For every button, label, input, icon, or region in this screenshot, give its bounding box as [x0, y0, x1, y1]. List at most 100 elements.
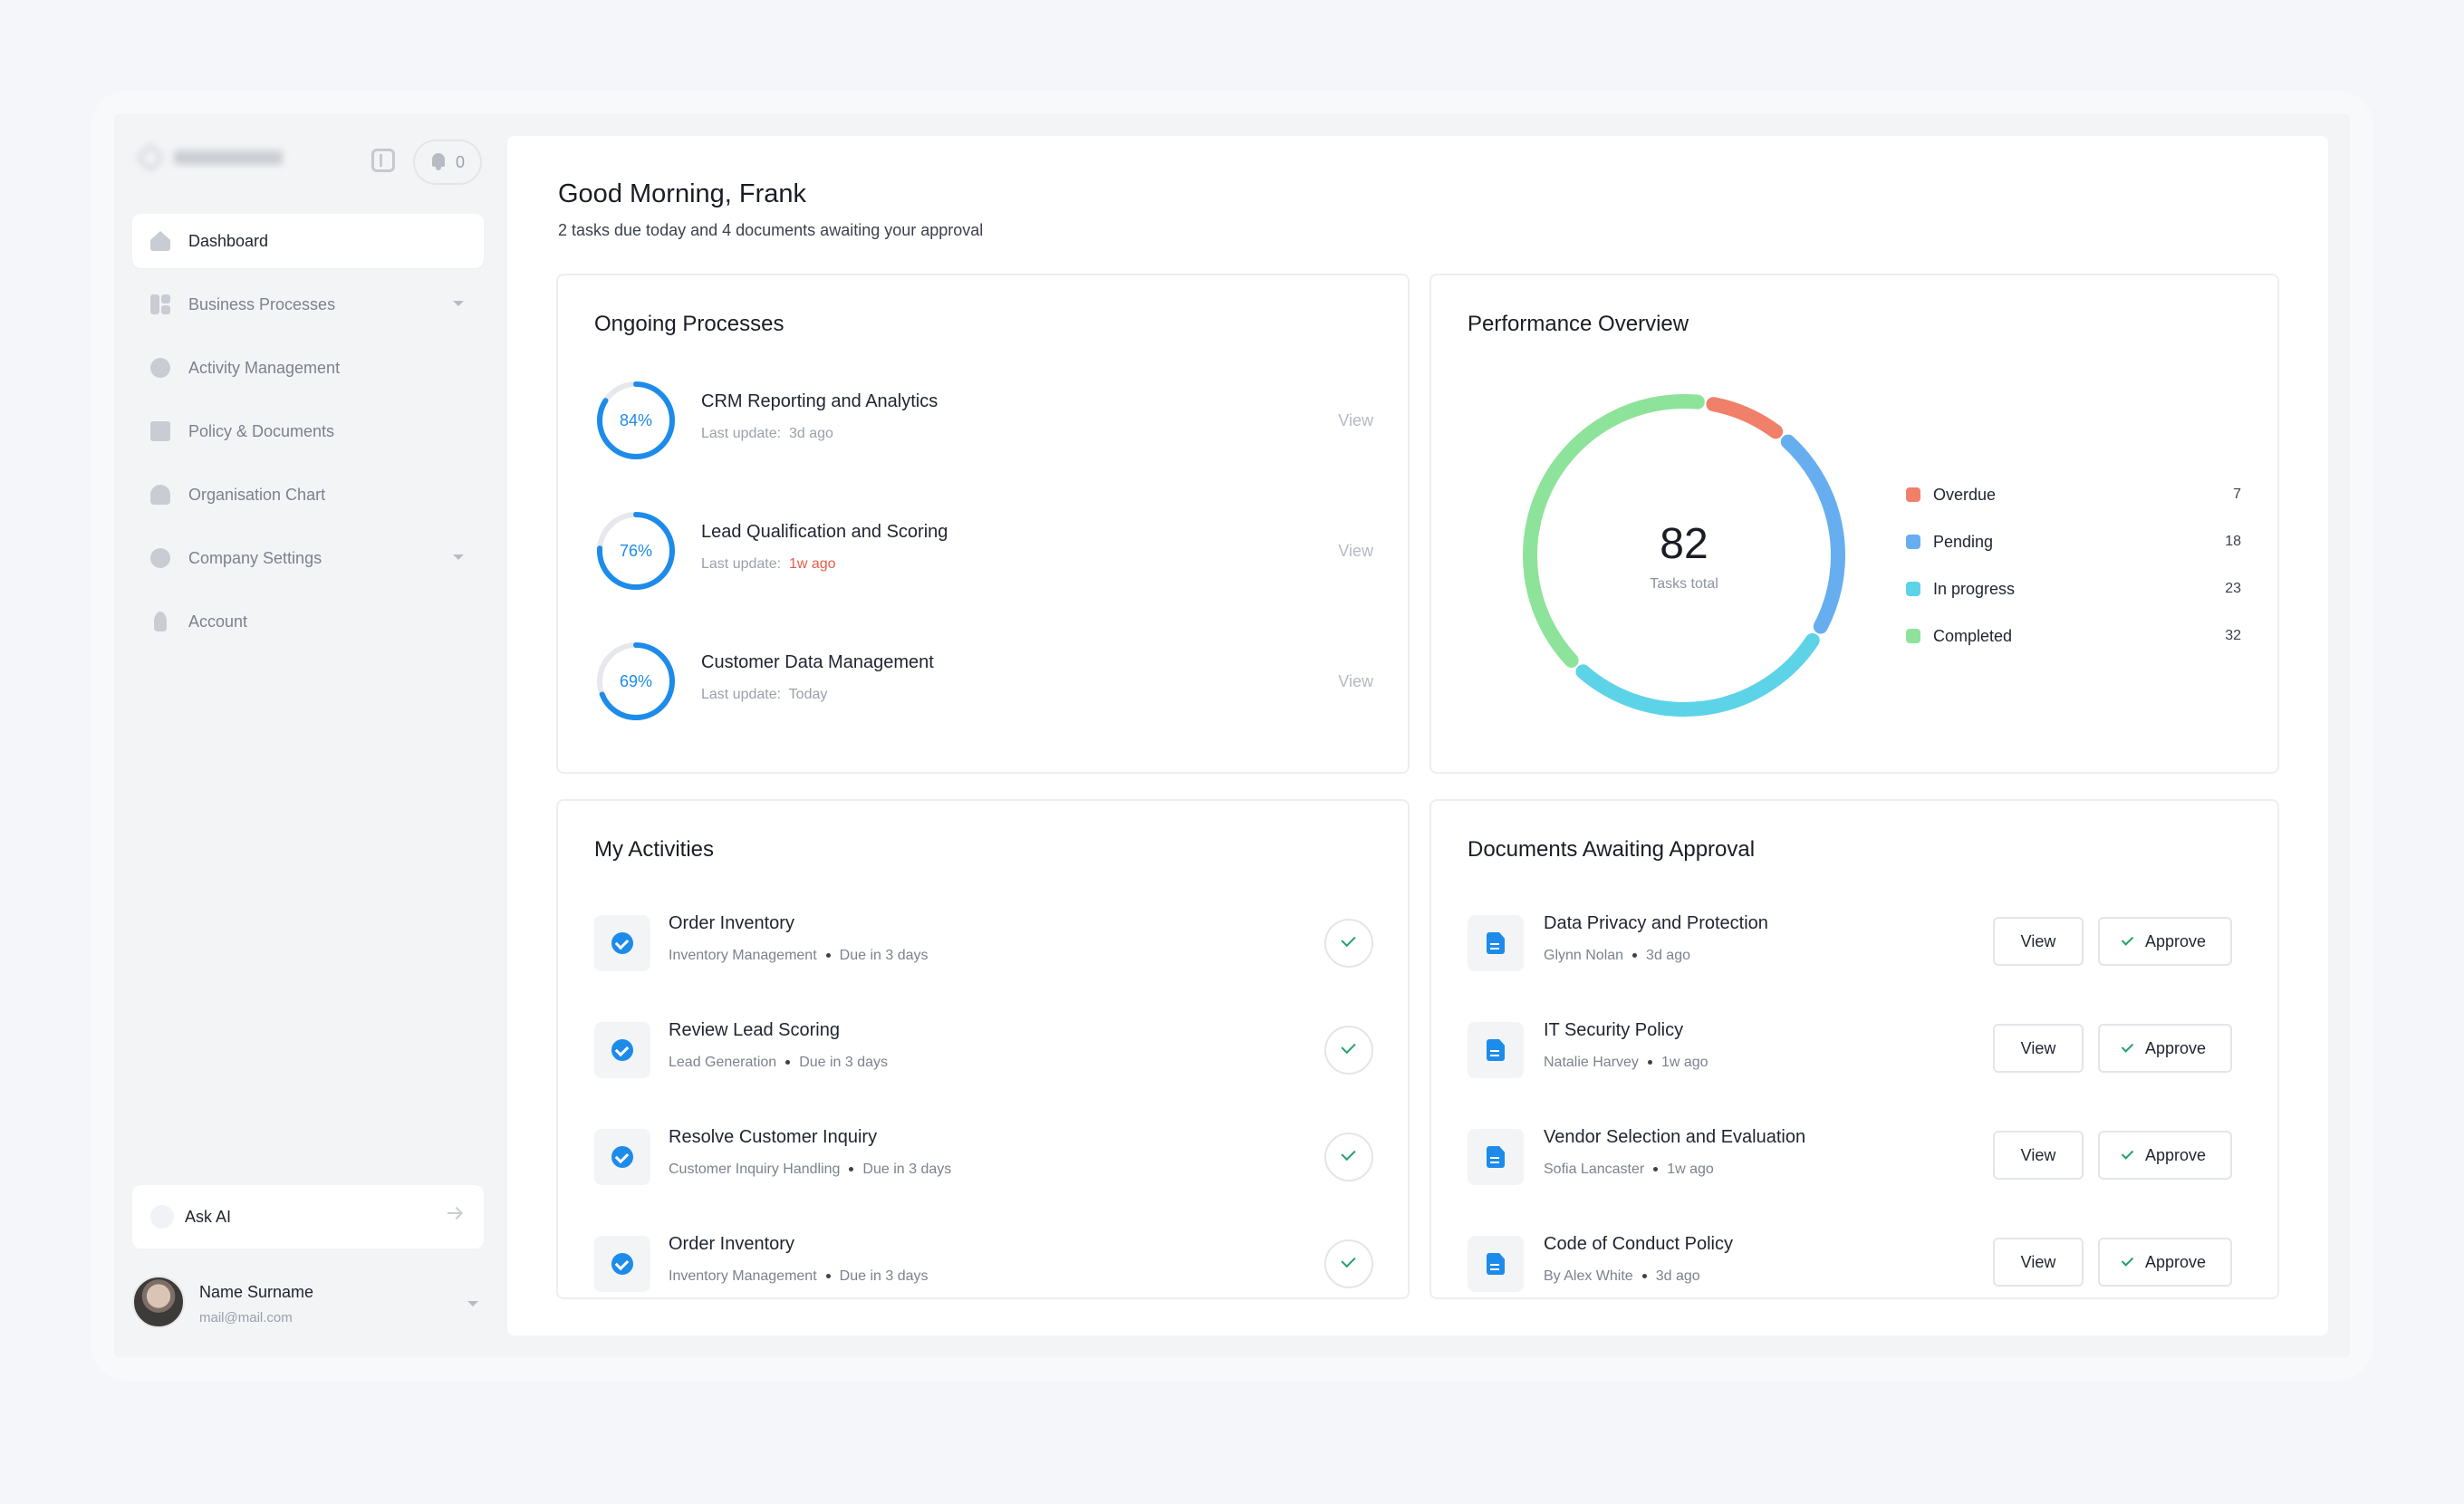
process-name: Customer Data Management	[701, 652, 934, 672]
approve-button[interactable]: Approve	[2098, 1024, 2232, 1073]
activity-category: Inventory Management	[669, 1268, 817, 1284]
donut-segment-in-progress	[1575, 632, 1820, 717]
progress-arc	[597, 642, 675, 720]
legend-item: Completed 32	[1906, 612, 2241, 660]
legend-label: In progress	[1933, 579, 2016, 598]
sidebar-item-label: Company Settings	[188, 548, 322, 567]
legend-swatch	[1906, 487, 1920, 502]
view-button[interactable]: View	[1993, 917, 2084, 966]
document-name[interactable]: Vendor Selection and Evaluation	[1544, 1127, 1806, 1147]
document-name[interactable]: Data Privacy and Protection	[1544, 913, 1768, 933]
activity-meta: Customer Inquiry Handling Due in 3 days	[669, 1162, 951, 1178]
activity-name: Review Lead Scoring	[669, 1020, 840, 1040]
activity-row[interactable]: Order Inventory Inventory Management Due i…	[594, 908, 1373, 980]
sidebar-item-dashboard[interactable]: Dashboard	[132, 214, 484, 268]
progress-percent: 55%	[594, 770, 678, 772]
progress-ring	[597, 642, 675, 720]
document-icon-tile	[1468, 1129, 1524, 1185]
document-age: 1w ago	[1660, 1055, 1708, 1070]
view-button[interactable]: View	[1993, 1238, 2084, 1287]
notifications-count: 0	[455, 152, 465, 171]
my-activities-card: My Activities Order Inventory Inventory M…	[556, 799, 1410, 1299]
performance-donut-chart	[1523, 394, 1845, 717]
ask-ai-label: Ask AI	[185, 1207, 232, 1226]
progress-percent: 69%	[619, 671, 653, 690]
ongoing-processes-card: Ongoing Processes 84% CRM Reporting and A…	[556, 274, 1410, 774]
activity-meta: Inventory Management Due in 3 days	[669, 1268, 929, 1285]
activity-row[interactable]: Order Inventory Inventory Management Due i…	[594, 1229, 1373, 1297]
legend-swatch	[1906, 535, 1920, 549]
card-title: My Activities	[594, 837, 715, 862]
complete-activity-button[interactable]	[1324, 1026, 1373, 1075]
document-meta: Natalie Harvey 1w ago	[1544, 1055, 1708, 1071]
complete-activity-button[interactable]	[1324, 1239, 1373, 1288]
legend-item: In progress 23	[1906, 565, 2241, 612]
approve-button[interactable]: Approve	[2098, 1238, 2232, 1287]
check-icon	[2121, 1040, 2134, 1053]
complete-activity-button[interactable]	[1324, 919, 1373, 968]
sidebar-item-company-settings[interactable]: Company Settings	[132, 531, 484, 585]
sidebar-item-organisation-chart[interactable]: Organisation Chart	[132, 468, 484, 522]
complete-activity-button[interactable]	[1324, 1133, 1373, 1181]
last-update-prefix: Last update:	[701, 426, 789, 441]
profile-email: mail@mail.com	[199, 1310, 293, 1326]
separator-dot	[825, 953, 831, 959]
sidebar-item-label: Dashboard	[188, 231, 269, 250]
approve-label: Approve	[2144, 1145, 2207, 1164]
last-update-prefix: Last update:	[701, 556, 789, 572]
activity-name: Order Inventory	[669, 913, 794, 933]
tasks-total-caption: Tasks total	[1650, 575, 1718, 592]
legend-value: 7	[2233, 487, 2241, 502]
approve-label: Approve	[2144, 1252, 2207, 1271]
separator-dot	[825, 1274, 831, 1279]
legend-swatch	[1906, 582, 1920, 596]
view-button[interactable]: View	[1993, 1024, 2084, 1073]
activity-icon	[594, 915, 650, 971]
document-meta: Sofia Lancaster 1w ago	[1544, 1162, 1714, 1178]
progress-arc	[597, 381, 675, 459]
card-title: Performance Overview	[1468, 312, 1689, 336]
activity-category: Lead Generation	[669, 1055, 777, 1070]
legend-value: 23	[2225, 581, 2241, 596]
sidebar-item-policy-documents[interactable]: Policy & Documents	[132, 404, 484, 458]
sidebar-item-label: Activity Management	[188, 358, 341, 377]
view-link[interactable]: View	[1338, 411, 1373, 429]
avatar	[132, 1276, 185, 1328]
sidebar-item-business-processes[interactable]: Business Processes	[132, 277, 484, 332]
tasks-total-value: 82	[1660, 519, 1708, 568]
view-button[interactable]: View	[1993, 1131, 2084, 1180]
document-meta: By Alex White 3d ago	[1544, 1268, 1700, 1285]
sidebar: 0 Dashboard Business Processes Activity …	[114, 114, 507, 1357]
progress-percent: 76%	[619, 541, 653, 560]
view-link[interactable]: View	[1338, 672, 1373, 690]
brand-logo[interactable]	[136, 141, 301, 174]
approve-button[interactable]: Approve	[2098, 1131, 2232, 1180]
last-update-prefix: Last update:	[701, 687, 789, 702]
chevron-down-icon[interactable]	[467, 1301, 478, 1306]
user-profile-menu[interactable]: Name Surname mail@mail.com	[132, 1272, 484, 1335]
page-title: Good Morning, Frank	[558, 179, 807, 208]
approve-button[interactable]: Approve	[2098, 917, 2232, 966]
activity-name: Order Inventory	[669, 1234, 794, 1254]
activity-category: Customer Inquiry Handling	[669, 1162, 841, 1177]
sidebar-item-account[interactable]: Account	[132, 594, 484, 649]
activity-name: Resolve Customer Inquiry	[669, 1127, 878, 1147]
activity-category: Inventory Management	[669, 948, 817, 963]
ask-ai-button[interactable]: Ask AI	[132, 1185, 484, 1249]
document-name[interactable]: IT Security Policy	[1544, 1020, 1684, 1040]
check-circle-icon	[611, 932, 633, 954]
activity-due: Due in 3 days	[799, 1055, 889, 1070]
sidebar-collapse-icon[interactable]	[371, 149, 395, 172]
activity-row[interactable]: Resolve Customer Inquiry Customer Inquiry…	[594, 1122, 1373, 1194]
home-icon	[150, 231, 170, 251]
document-meta: Glynn Nolan 3d ago	[1544, 948, 1690, 964]
separator-dot	[1653, 1167, 1659, 1172]
sidebar-item-activity-management[interactable]: Activity Management	[132, 341, 484, 395]
activity-row[interactable]: Review Lead Scoring Lead Generation Due in…	[594, 1015, 1373, 1087]
profile-name: Name Surname	[199, 1283, 314, 1301]
document-name[interactable]: Code of Conduct Policy	[1544, 1234, 1734, 1254]
check-icon	[2121, 933, 2134, 946]
notifications-button[interactable]: 0	[413, 140, 482, 185]
view-link[interactable]: View	[1338, 542, 1373, 560]
card-title: Documents Awaiting Approval	[1468, 837, 1756, 862]
